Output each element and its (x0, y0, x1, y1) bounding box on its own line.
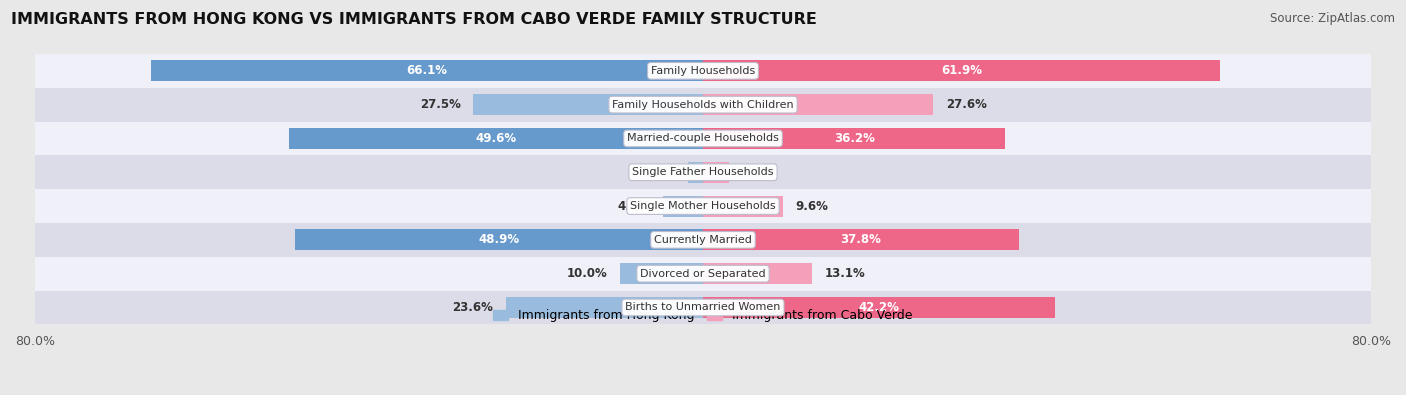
Text: 4.8%: 4.8% (617, 199, 651, 213)
Bar (506, 297, 703, 318)
Bar (35, 122, 1371, 155)
Text: 3.1%: 3.1% (741, 166, 775, 179)
Text: 61.9%: 61.9% (941, 64, 981, 77)
Bar (35, 189, 1371, 223)
Bar (703, 229, 1018, 250)
Text: 36.2%: 36.2% (834, 132, 875, 145)
Text: 27.5%: 27.5% (420, 98, 461, 111)
Bar (703, 263, 813, 284)
Bar (703, 128, 1005, 149)
Text: Source: ZipAtlas.com: Source: ZipAtlas.com (1270, 12, 1395, 25)
Text: IMMIGRANTS FROM HONG KONG VS IMMIGRANTS FROM CABO VERDE FAMILY STRUCTURE: IMMIGRANTS FROM HONG KONG VS IMMIGRANTS … (11, 12, 817, 27)
Bar (703, 60, 1220, 81)
Text: Single Father Households: Single Father Households (633, 167, 773, 177)
Bar (703, 196, 783, 216)
Bar (150, 60, 703, 81)
Text: 27.6%: 27.6% (946, 98, 987, 111)
Text: 49.6%: 49.6% (475, 132, 516, 145)
Text: 1.8%: 1.8% (643, 166, 675, 179)
Text: 48.9%: 48.9% (478, 233, 519, 246)
Bar (35, 88, 1371, 122)
Text: Single Mother Households: Single Mother Households (630, 201, 776, 211)
Text: Married-couple Households: Married-couple Households (627, 134, 779, 143)
Text: 37.8%: 37.8% (841, 233, 882, 246)
Bar (688, 162, 703, 183)
Text: Currently Married: Currently Married (654, 235, 752, 245)
Text: Family Households with Children: Family Households with Children (612, 100, 794, 110)
Bar (35, 223, 1371, 257)
Text: Divorced or Separated: Divorced or Separated (640, 269, 766, 278)
Bar (35, 257, 1371, 291)
Bar (662, 196, 703, 216)
Bar (288, 128, 703, 149)
Bar (474, 94, 703, 115)
Bar (703, 162, 728, 183)
Text: 42.2%: 42.2% (859, 301, 900, 314)
Bar (295, 229, 703, 250)
Text: Family Households: Family Households (651, 66, 755, 76)
Text: Births to Unmarried Women: Births to Unmarried Women (626, 303, 780, 312)
Text: 13.1%: 13.1% (825, 267, 866, 280)
Bar (35, 291, 1371, 324)
Bar (35, 155, 1371, 189)
Bar (620, 263, 703, 284)
Text: 66.1%: 66.1% (406, 64, 447, 77)
Legend: Immigrants from Hong Kong, Immigrants from Cabo Verde: Immigrants from Hong Kong, Immigrants fr… (488, 304, 918, 327)
Text: 10.0%: 10.0% (567, 267, 607, 280)
Text: 9.6%: 9.6% (796, 199, 828, 213)
Bar (703, 94, 934, 115)
Text: 23.6%: 23.6% (453, 301, 494, 314)
Bar (35, 54, 1371, 88)
Bar (703, 297, 1056, 318)
